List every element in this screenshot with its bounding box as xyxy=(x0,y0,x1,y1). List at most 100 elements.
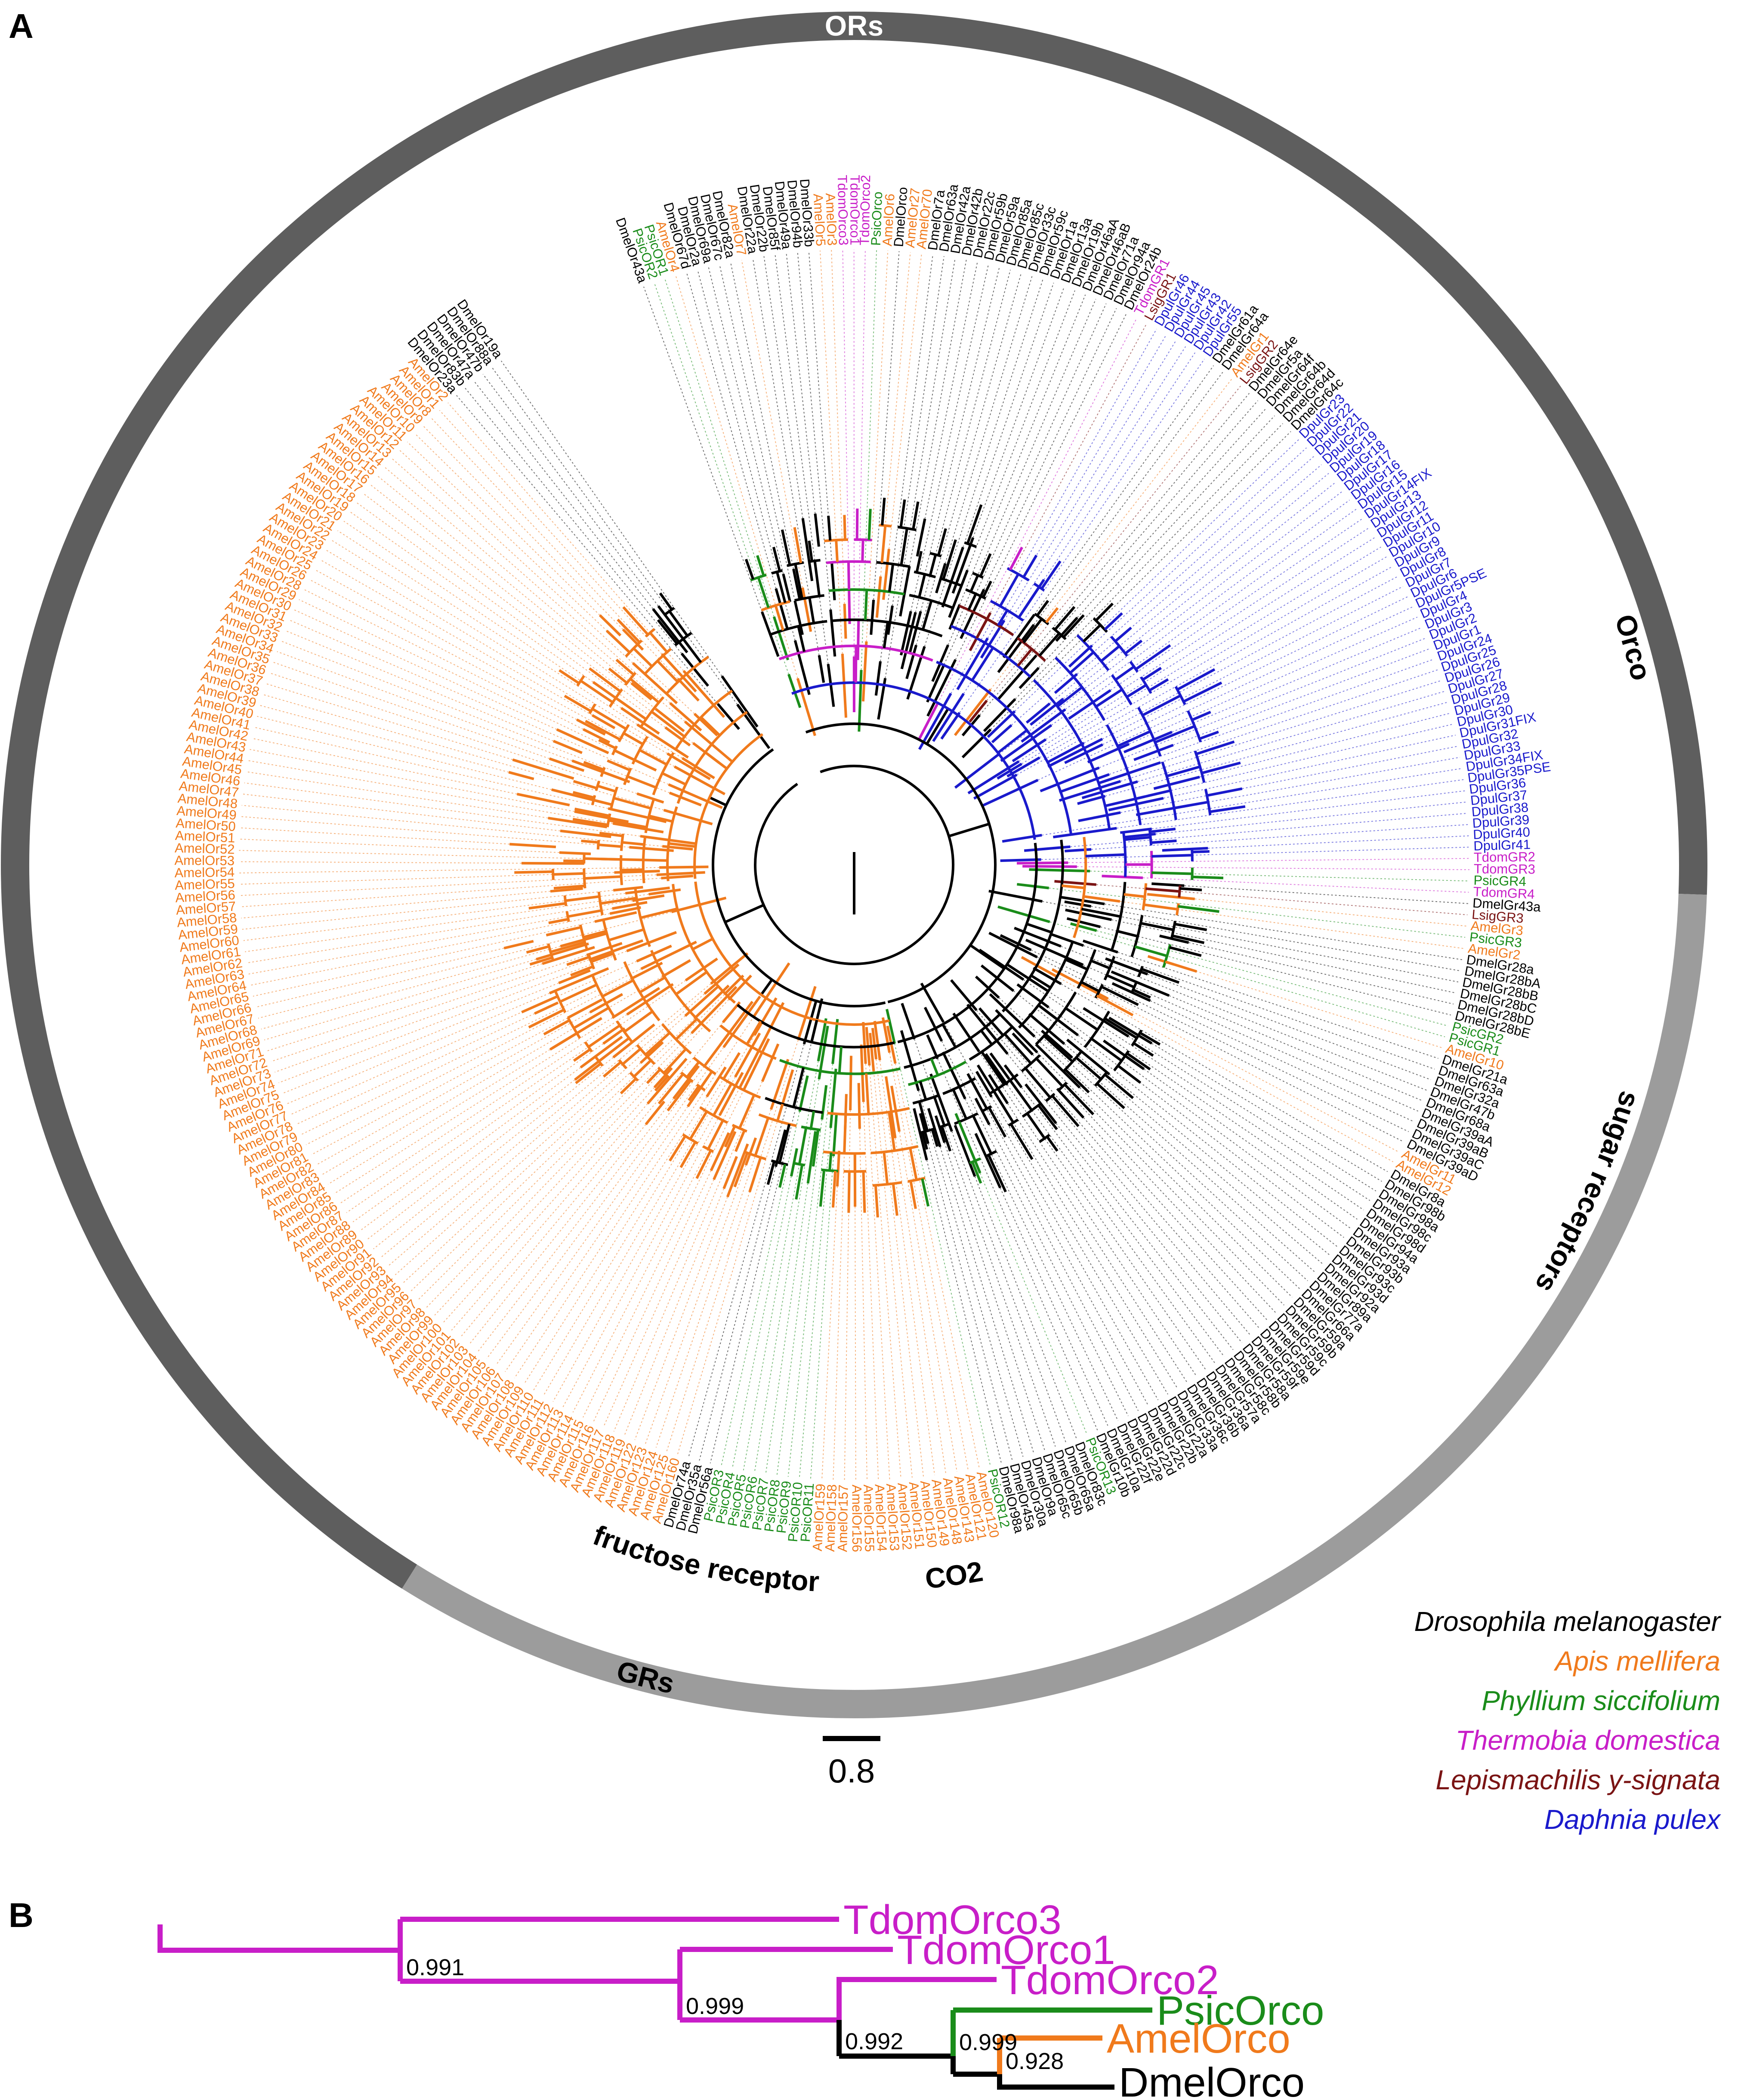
legend-item: Thermobia domestica xyxy=(1456,1725,1720,1756)
terminal-branch xyxy=(960,589,985,639)
internal-branch-stem xyxy=(1085,853,1126,858)
terminal-branch xyxy=(829,609,837,657)
terminal-branch xyxy=(832,1113,838,1156)
leaf-guide-line xyxy=(998,491,1343,755)
internal-branch-stem xyxy=(639,749,667,766)
terminal-branch xyxy=(1120,828,1152,834)
leaf-guide-line xyxy=(1109,658,1434,775)
internal-branch-stem xyxy=(827,516,832,541)
leaf-guide-line xyxy=(926,1160,1002,1463)
leaf-label: DpulGr41 xyxy=(1473,837,1531,854)
internal-branch-stem xyxy=(915,551,923,573)
internal-branch-arc xyxy=(1130,915,1144,957)
terminal-branch xyxy=(827,664,835,707)
leaf-guide-line xyxy=(275,959,589,1073)
internal-branch-stem xyxy=(1035,1057,1064,1087)
terminal-branch xyxy=(974,1133,1002,1189)
terminal-branch xyxy=(1040,1029,1073,1059)
leaf-guide-line xyxy=(1007,1053,1243,1343)
internal-branch-stem xyxy=(950,1069,961,1087)
leaf-label: AmelOr3 xyxy=(823,193,840,246)
internal-branch-stem xyxy=(734,1130,746,1152)
internal-branch-stem xyxy=(646,1069,661,1084)
internal-branch-arc xyxy=(629,1072,639,1082)
terminal-branch xyxy=(661,874,693,880)
terminal-branch xyxy=(1047,741,1085,763)
terminal-branch xyxy=(775,588,789,629)
leaf-guide-line xyxy=(257,716,552,790)
internal-branch-stem xyxy=(599,831,623,837)
leaf-guide-line xyxy=(928,1143,1013,1460)
internal-branch-stem xyxy=(918,1101,929,1131)
internal-branch-stem xyxy=(657,619,678,645)
internal-branch-arc xyxy=(1034,613,1049,625)
internal-branch-stem xyxy=(564,695,592,713)
terminal-branch xyxy=(900,611,912,656)
internal-branch-arc xyxy=(588,703,596,714)
internal-branch-arc xyxy=(771,569,783,575)
leaf-guide-line xyxy=(959,294,1086,605)
internal-branch-arc xyxy=(652,752,675,796)
terminal-branch xyxy=(950,979,978,1011)
ring-segment-ors xyxy=(1,12,1707,1589)
internal-branch-stem xyxy=(663,1048,687,1074)
internal-branch-stem xyxy=(997,609,1009,626)
leaf-guide-line xyxy=(1172,627,1422,732)
terminal-branch xyxy=(874,661,882,696)
internal-branch-stem xyxy=(855,508,859,540)
terminal-branch xyxy=(661,653,697,692)
internal-branch-arc xyxy=(940,577,962,587)
leaf-label: AmelOr51 xyxy=(175,828,235,846)
internal-branch-arc xyxy=(611,745,618,756)
internal-branch-stem xyxy=(543,1019,570,1036)
leaf-guide-line xyxy=(1189,757,1460,806)
internal-branch-arc xyxy=(969,1157,981,1164)
leaf-guide-line xyxy=(553,1077,736,1402)
internal-branch-stem xyxy=(700,716,721,737)
leaf-guide-line xyxy=(889,1052,969,1470)
internal-branch-stem xyxy=(1124,836,1151,841)
internal-branch-stem xyxy=(883,622,889,649)
leaf-guide-line xyxy=(523,1096,707,1385)
internal-branch-stem xyxy=(987,1154,1007,1192)
leaf-guide-line xyxy=(1031,949,1409,1132)
leaf-guide-line xyxy=(1108,998,1399,1152)
terminal-branch xyxy=(652,608,688,654)
internal-branch-stem xyxy=(668,842,696,848)
internal-branch-stem xyxy=(971,647,994,681)
leaf-label: TdomGR4 xyxy=(1473,884,1535,902)
legend-item: Apis mellifera xyxy=(1553,1646,1720,1677)
internal-branch-arc xyxy=(602,919,617,961)
terminal-branch xyxy=(900,612,917,670)
terminal-branch xyxy=(862,1022,867,1064)
internal-branch-stem xyxy=(772,547,781,572)
internal-branch-stem xyxy=(1112,960,1141,973)
internal-branch-stem xyxy=(620,1078,637,1095)
internal-branch-stem xyxy=(1026,1112,1046,1140)
internal-branch-stem xyxy=(648,815,673,823)
terminal-branch xyxy=(553,740,583,754)
leaf-guide-line xyxy=(431,417,679,679)
tree-leaf-labels: DmelOr43aPsicOR2PsicOR1AmelOr4DmelOr67dD… xyxy=(174,175,1552,1552)
leaf-guide-line xyxy=(1083,945,1435,1070)
internal-branch-stem xyxy=(1150,828,1176,833)
terminal-branch xyxy=(1021,708,1066,743)
branch-root xyxy=(157,1924,400,1953)
leaf-guide-line xyxy=(333,1017,613,1195)
internal-branch-stem xyxy=(921,1132,929,1150)
leaf-guide-line xyxy=(1083,1117,1268,1321)
leaf-guide-line xyxy=(500,361,722,676)
internal-branch-arc xyxy=(608,688,623,708)
internal-branch-arc xyxy=(805,722,997,1004)
terminal-branch xyxy=(1068,689,1111,720)
internal-branch-stem xyxy=(812,1129,820,1167)
internal-branch-stem xyxy=(1139,1031,1161,1046)
internal-branch-stem xyxy=(1165,960,1198,973)
internal-branch-stem xyxy=(1114,627,1132,642)
internal-branch-arc xyxy=(666,806,678,881)
internal-branch-stem xyxy=(615,697,647,720)
terminal-branch xyxy=(574,810,629,823)
leaf-guide-line xyxy=(943,1022,1159,1400)
internal-branch-arc xyxy=(1062,1050,1083,1072)
leaf-label: AmelOr157 xyxy=(835,1484,851,1552)
